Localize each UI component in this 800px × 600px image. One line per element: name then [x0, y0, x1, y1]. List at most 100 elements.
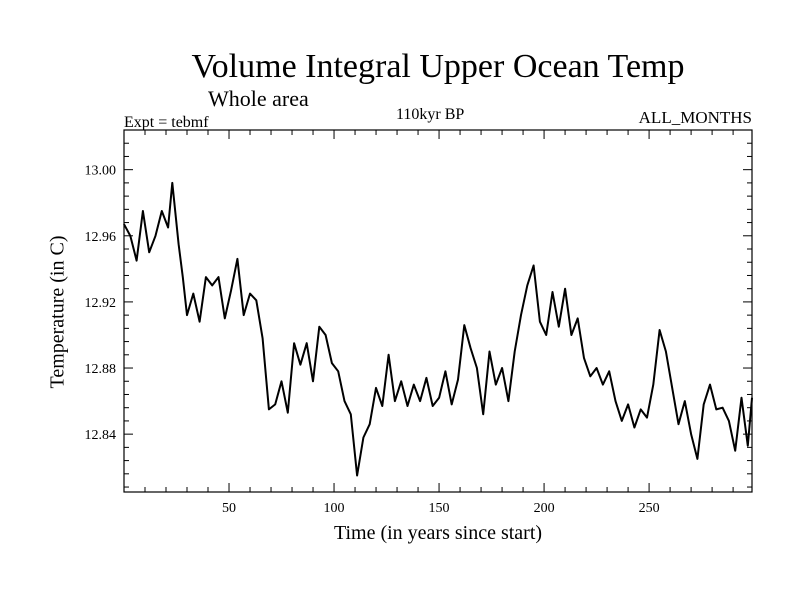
data-point	[171, 182, 173, 184]
data-point	[444, 370, 446, 372]
data-point	[388, 354, 390, 356]
data-point	[627, 403, 629, 405]
data-point	[331, 362, 333, 364]
y-tick-label: 12.96	[85, 230, 117, 245]
data-point	[684, 400, 686, 402]
x-tick-label: 50	[222, 501, 236, 516]
data-point	[722, 407, 724, 409]
data-point	[287, 412, 289, 414]
data-point	[728, 420, 730, 422]
data-point	[178, 243, 180, 245]
data-point	[470, 347, 472, 349]
data-point	[419, 400, 421, 402]
data-point	[596, 367, 598, 369]
y-axis: 12.84 12.88 12.92 12.96 13.00	[85, 142, 752, 488]
data-point	[482, 413, 484, 415]
data-point	[614, 400, 617, 402]
y-tick-label: 12.84	[85, 428, 117, 443]
data-point	[249, 293, 251, 295]
data-point	[400, 380, 402, 382]
data-point	[136, 260, 138, 262]
data-point	[671, 387, 673, 389]
x-tick-label: 250	[639, 501, 660, 516]
data-point	[526, 284, 528, 286]
data-point	[715, 408, 717, 410]
data-point	[476, 367, 478, 369]
data-point	[343, 400, 346, 402]
data-point	[236, 258, 238, 260]
data-point	[199, 321, 201, 323]
data-point	[514, 350, 516, 353]
data-point	[438, 397, 440, 399]
data-point	[740, 397, 743, 399]
data-point	[306, 342, 308, 344]
data-point	[558, 326, 560, 328]
data-point	[451, 403, 453, 405]
data-point	[652, 384, 654, 386]
data-point	[640, 408, 642, 410]
data-point	[325, 334, 327, 336]
data-point	[533, 264, 535, 267]
data-point	[659, 329, 661, 331]
x-axis: 50 100 150 200 250	[144, 130, 734, 516]
data-point	[312, 380, 314, 382]
data-point	[255, 299, 257, 301]
data-point	[268, 408, 270, 410]
data-point	[217, 276, 220, 278]
data-point	[551, 291, 554, 293]
data-point	[488, 350, 491, 353]
data-point	[677, 423, 680, 425]
data-point	[182, 276, 184, 278]
data-point	[230, 289, 232, 291]
data-point	[564, 288, 566, 290]
data-point	[608, 370, 610, 372]
x-tick-label: 200	[534, 501, 555, 516]
series-line-0	[123, 181, 753, 477]
data-point	[501, 367, 503, 369]
data-point	[520, 314, 522, 316]
data-point	[205, 276, 207, 278]
data-point	[161, 210, 163, 212]
data-point	[583, 357, 585, 359]
data-point	[375, 387, 377, 389]
data-point	[703, 403, 705, 405]
data-point	[432, 405, 434, 407]
data-point	[577, 317, 579, 319]
y-tick-label: 12.92	[85, 296, 117, 311]
period-label: 110kyr BP	[396, 106, 465, 123]
data-point	[154, 235, 157, 237]
x-tick-label: 150	[429, 501, 450, 516]
data-point	[413, 384, 415, 386]
data-point	[545, 334, 547, 336]
data-point	[633, 426, 636, 429]
data-point	[394, 400, 396, 402]
data-point	[337, 370, 339, 372]
chart-subtitle: Whole area	[208, 86, 309, 111]
x-axis-label: Time (in years since start)	[333, 522, 543, 544]
y-axis-label: Temperature (in C)	[46, 235, 69, 389]
data-point	[665, 350, 667, 353]
data-point	[621, 420, 623, 422]
data-point	[318, 326, 320, 328]
data-point	[186, 314, 188, 316]
data-point	[148, 251, 150, 253]
x-tick-label: 100	[324, 501, 345, 516]
data-point	[457, 379, 459, 381]
data-point	[192, 293, 194, 295]
data-point	[570, 334, 573, 336]
data-point	[274, 403, 276, 405]
data-point	[507, 400, 509, 402]
data-point	[350, 413, 352, 415]
data-point	[747, 445, 749, 447]
data-point	[696, 458, 699, 460]
data-point	[463, 324, 465, 326]
data-point	[362, 436, 364, 439]
data-point	[299, 364, 301, 366]
data-point	[224, 317, 226, 319]
data-point	[369, 423, 371, 425]
data-point	[539, 321, 541, 323]
data-point	[280, 380, 283, 382]
data-point	[293, 342, 295, 344]
data-point	[495, 384, 497, 386]
data-point	[129, 235, 131, 237]
